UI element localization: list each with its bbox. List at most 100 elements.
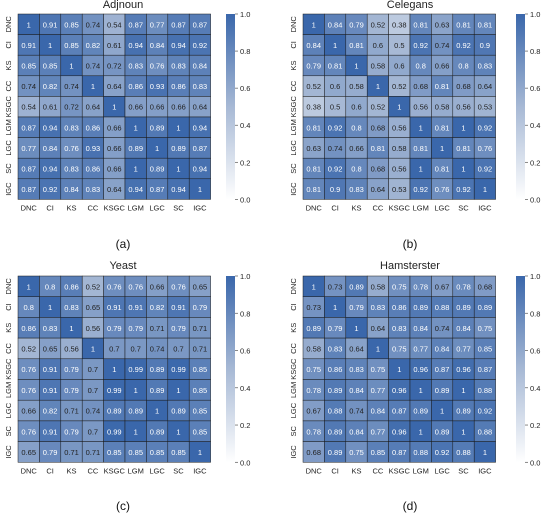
cell-value-label: 0.54: [107, 20, 122, 29]
cell-value-label: 0.73: [328, 282, 343, 291]
row-tick-label: CI: [4, 41, 13, 49]
cell-value-label: 0.7: [173, 344, 183, 353]
cell-value-label: 0.78: [306, 386, 321, 395]
cell-value-label: 0.58: [435, 103, 450, 112]
cell-value-label: 1: [312, 20, 316, 29]
cell-value-label: 0.81: [478, 20, 493, 29]
cell-value-label: 0.89: [413, 407, 428, 416]
cell-value-label: 0.74: [435, 41, 450, 50]
cell-value-label: 0.66: [107, 165, 122, 174]
row-tick-label: IGC: [289, 182, 298, 196]
cell-value-label: 1: [419, 165, 423, 174]
cell-value-label: 0.86: [86, 165, 101, 174]
cell-value-label: 0.65: [193, 282, 208, 291]
column-tick-label: KS: [351, 466, 361, 475]
cell-value-label: 0.66: [107, 123, 122, 132]
cell-value-label: 1: [461, 386, 465, 395]
cell-value-label: 1: [27, 282, 31, 291]
cell-value-label: 0.83: [371, 303, 386, 312]
cell-value-label: 0.91: [43, 386, 58, 395]
cell-value-label: 0.83: [43, 324, 58, 333]
cell-value-label: 0.56: [392, 123, 407, 132]
chart-title: Hamsterster: [380, 260, 440, 272]
cell-value-label: 0.79: [43, 448, 58, 457]
cell-value-label: 0.71: [64, 448, 79, 457]
cell-value-label: 1: [69, 324, 73, 333]
row-tick-label: LGC: [4, 402, 13, 418]
cell-value-label: 0.89: [107, 407, 122, 416]
row-tick-label: DNC: [4, 16, 13, 33]
cell-value-label: 1: [440, 407, 444, 416]
cell-value-label: 1: [134, 165, 138, 174]
panel-caption: (d): [403, 499, 418, 513]
cell-value-label: 0.83: [64, 303, 79, 312]
cell-value-label: 0.86: [328, 365, 343, 374]
cell-value-label: 0.87: [435, 365, 450, 374]
cell-value-label: 0.92: [456, 41, 471, 50]
column-tick-label: IGC: [193, 466, 207, 475]
cell-value-label: 0.96: [413, 365, 428, 374]
row-tick-label: LGC: [289, 140, 298, 156]
row-tick-label: DNC: [289, 278, 298, 295]
cell-value-label: 0.83: [349, 185, 364, 194]
cell-value-label: 0.82: [86, 41, 101, 50]
cell-value-label: 0.68: [371, 165, 386, 174]
cell-value-label: 0.76: [478, 144, 493, 153]
cell-value-label: 1: [483, 448, 487, 457]
cell-value-label: 0.68: [413, 82, 428, 91]
cell-value-label: 0.8: [458, 62, 468, 71]
row-tick-label: KSGC: [4, 358, 13, 380]
colorbar: [226, 276, 235, 463]
cell-value-label: 0.74: [150, 344, 165, 353]
cell-value-label: 0.89: [150, 123, 165, 132]
cell-value-label: 0.93: [150, 82, 165, 91]
colorbar-tick-label: 0.8: [240, 309, 250, 318]
cell-value-label: 0.89: [435, 386, 450, 395]
cell-value-label: 0.92: [435, 448, 450, 457]
cell-value-label: 0.87: [21, 185, 36, 194]
cell-value-label: 0.6: [330, 82, 340, 91]
column-tick-label: LGM: [413, 466, 429, 475]
cell-value-label: 0.6: [351, 103, 361, 112]
cell-value-label: 0.68: [478, 282, 493, 291]
cell-value-label: 0.96: [392, 386, 407, 395]
cell-value-label: 1: [134, 123, 138, 132]
cell-value-label: 0.94: [128, 41, 143, 50]
cell-value-label: 0.67: [306, 407, 321, 416]
cell-value-label: 0.65: [21, 448, 36, 457]
cell-value-label: 1: [48, 303, 52, 312]
cell-value-label: 0.53: [392, 185, 407, 194]
cell-value-label: 0.71: [64, 407, 79, 416]
cell-value-label: 0.92: [328, 123, 343, 132]
cell-value-label: 0.77: [21, 144, 36, 153]
cell-value-label: 0.87: [193, 144, 208, 153]
colorbar-tick-label: 0.4: [240, 121, 250, 130]
cell-value-label: 0.99: [171, 365, 186, 374]
cell-value-label: 0.81: [413, 20, 428, 29]
cell-value-label: 0.58: [306, 344, 321, 353]
cell-value-label: 0.89: [478, 303, 493, 312]
cell-value-label: 0.79: [171, 324, 186, 333]
column-tick-label: CC: [372, 466, 383, 475]
colorbar: [516, 276, 525, 463]
column-tick-label: KSGC: [389, 203, 411, 212]
cell-value-label: 0.89: [150, 427, 165, 436]
row-tick-label: CI: [289, 41, 298, 49]
cell-value-label: 0.89: [150, 365, 165, 374]
cell-value-label: 0.94: [43, 123, 58, 132]
cell-value-label: 0.91: [171, 303, 186, 312]
column-tick-label: DNC: [21, 203, 38, 212]
row-tick-label: KS: [4, 60, 13, 70]
cell-value-label: 0.84: [349, 386, 364, 395]
cell-value-label: 0.84: [328, 20, 343, 29]
cell-value-label: 0.8: [351, 165, 361, 174]
cell-value-label: 0.56: [392, 165, 407, 174]
cell-value-label: 0.52: [21, 344, 36, 353]
cell-value-label: 0.89: [435, 427, 450, 436]
cell-value-label: 0.74: [86, 62, 101, 71]
cell-value-label: 0.85: [107, 448, 122, 457]
column-tick-label: KSGC: [104, 203, 126, 212]
cell-value-label: 0.83: [64, 123, 79, 132]
cell-value-label: 0.56: [86, 324, 101, 333]
